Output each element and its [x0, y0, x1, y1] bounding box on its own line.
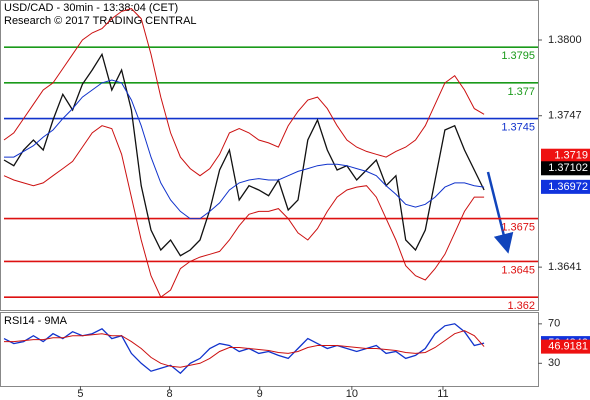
- y-tick-label: 1.3800: [548, 34, 582, 46]
- series-line: [4, 79, 485, 220]
- rsi-panel: [0, 312, 539, 387]
- x-tick-label: 9: [257, 388, 263, 400]
- series-line: [3, 323, 485, 375]
- x-tick-label: 10: [346, 388, 358, 400]
- level-label: 1.3745: [501, 121, 535, 133]
- forecast-arrow: [486, 171, 514, 254]
- price-panel: [0, 0, 539, 311]
- series-line: [3, 125, 485, 298]
- rsi-title: RSI14 - 9MA: [4, 315, 68, 327]
- x-tick-label: 11: [437, 388, 448, 400]
- level-label: 1.3645: [501, 264, 535, 276]
- y-tick-label: 1.3641: [548, 261, 582, 273]
- chart-subtitle: Research © 2017 TRADING CENTRAL: [4, 15, 197, 27]
- price-marker: [541, 148, 590, 163]
- price-marker: [541, 161, 590, 176]
- level-label: 1.362: [507, 300, 535, 312]
- y-tick-label: 1.3747: [548, 110, 582, 122]
- level-label: 1.3795: [501, 50, 535, 62]
- series-line: [3, 8, 485, 177]
- price-marker-label: 1.3719: [554, 150, 588, 162]
- y-tick-label: 30: [548, 357, 560, 369]
- x-tick-label: 8: [167, 388, 173, 400]
- series-line: [3, 52, 485, 257]
- level-label: 1.3675: [501, 221, 535, 233]
- chart-title: USD/CAD - 30min - 13:38:04 (CET): [4, 2, 178, 14]
- price-marker: [541, 179, 590, 194]
- series-line: [4, 330, 485, 368]
- price-marker-label: 46.9181: [548, 341, 588, 353]
- level-label: 1.377: [507, 86, 535, 98]
- price-marker-label: 1.37102: [548, 162, 588, 174]
- x-tick-label: 5: [77, 388, 83, 400]
- y-tick-label: 70: [548, 318, 560, 330]
- price-marker-label: 1.36972: [548, 181, 588, 193]
- price-marker: [541, 339, 590, 354]
